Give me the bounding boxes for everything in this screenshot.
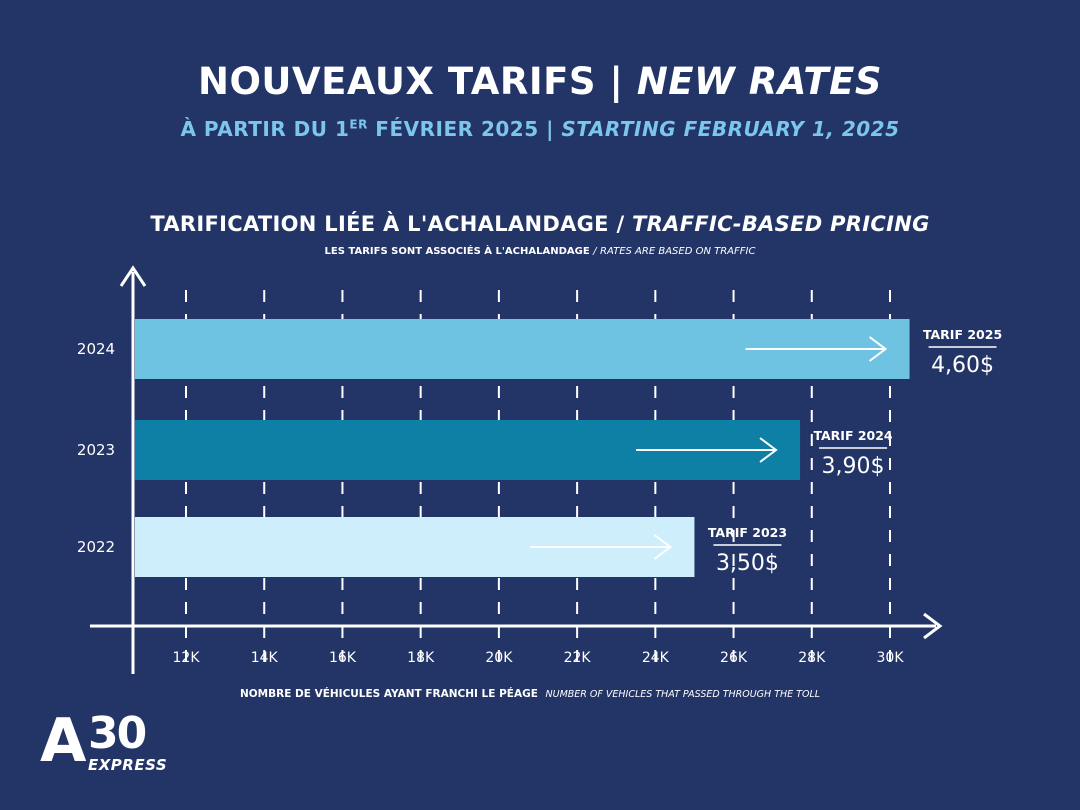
- annotation-label-2022: TARIF 2023: [708, 525, 787, 540]
- subtitle-en: STARTING FEBRUARY 1, 2025: [561, 117, 900, 141]
- x-tick-label-22K: 22K: [564, 650, 592, 666]
- subtitle-separator: |: [546, 117, 554, 141]
- annotation-value-2022: 3,50$: [716, 551, 779, 576]
- title-separator: |: [609, 60, 624, 103]
- x-axis-arrow-icon: [923, 612, 943, 640]
- chart-subtitle-separator: /: [593, 246, 597, 257]
- x-tick-label-14K: 14K: [251, 650, 279, 666]
- chart-title-separator: /: [616, 212, 625, 236]
- page-title: NOUVEAUX TARIFS | NEW RATES: [0, 60, 1080, 103]
- x-axis-label-fr: NOMBRE DE VÉHICULES AYANT FRANCHI LE PÉA…: [239, 688, 538, 700]
- x-axis-label: NOMBRE DE VÉHICULES AYANT FRANCHI LE PÉA…: [0, 688, 1060, 700]
- title-fr: NOUVEAUX TARIFS: [198, 60, 597, 103]
- y-tick-label-2024: 2024: [77, 340, 115, 358]
- x-axis-label-en: NUMBER OF VEHICLES THAT PASSED THROUGH T…: [545, 689, 821, 700]
- arrow-head-2024: [868, 336, 888, 362]
- chart-title: TARIFICATION LIÉE À L'ACHALANDAGE / TRAF…: [0, 212, 1080, 236]
- x-tick-label-30K: 30K: [877, 650, 905, 666]
- y-axis-arrow-icon: [119, 265, 147, 287]
- annotation-value-2024: 4,60$: [931, 353, 994, 378]
- y-tick-label-2023: 2023: [77, 441, 115, 459]
- chart-title-fr: TARIFICATION LIÉE À L'ACHALANDAGE: [150, 212, 609, 236]
- x-tick-label-26K: 26K: [720, 650, 748, 666]
- x-tick-label-28K: 28K: [798, 650, 826, 666]
- y-tick-label-2022: 2022: [77, 538, 115, 556]
- x-tick-label-20K: 20K: [485, 650, 513, 666]
- annotation-label-2024: TARIF 2025: [923, 327, 1002, 342]
- x-tick-label-18K: 18K: [407, 650, 435, 666]
- annotation-value-2023: 3,90$: [822, 454, 885, 479]
- page-subtitle: À PARTIR DU 1ER FÉVRIER 2025 | STARTING …: [0, 117, 1080, 141]
- title-en: NEW RATES: [636, 60, 882, 103]
- logo-sub: EXPRESS: [88, 756, 168, 774]
- x-tick-label-12K: 12K: [173, 650, 201, 666]
- arrow-head-2023: [759, 437, 778, 463]
- arrow-head-2022: [653, 534, 673, 560]
- subtitle-fr-sup: ER: [349, 117, 368, 132]
- logo-mark: A: [40, 706, 87, 776]
- chart-subtitle-en: RATES ARE BASED ON TRAFFIC: [600, 246, 756, 257]
- subtitle-fr-post: FÉVRIER 2025: [367, 117, 539, 141]
- chart-subtitle: LES TARIFS SONT ASSOCIÉS À L'ACHALANDAGE…: [0, 246, 1080, 257]
- x-tick-label-16K: 16K: [329, 650, 357, 666]
- a30-express-logo: A 30 EXPRESS: [40, 706, 190, 776]
- x-tick-label-24K: 24K: [642, 650, 670, 666]
- chart-subtitle-fr: LES TARIFS SONT ASSOCIÉS À L'ACHALANDAGE: [324, 246, 590, 257]
- chart-title-en: TRAFFIC-BASED PRICING: [632, 212, 930, 236]
- annotation-label-2023: TARIF 2024: [813, 428, 892, 443]
- subtitle-fr-pre: À PARTIR DU 1: [180, 117, 350, 141]
- logo-number: 30: [88, 708, 147, 759]
